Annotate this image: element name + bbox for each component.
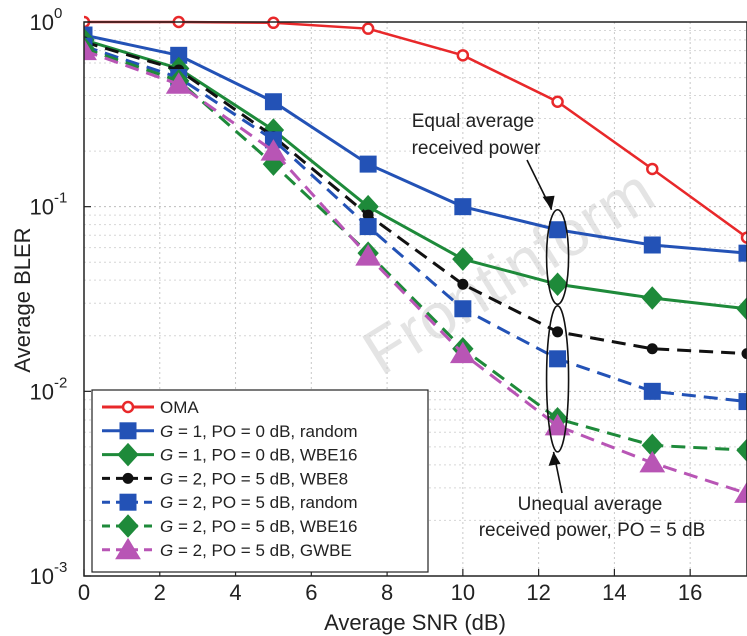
data-point	[84, 38, 97, 61]
data-point	[643, 236, 661, 254]
data-point	[361, 22, 375, 35]
data-point	[359, 155, 377, 173]
series-line	[84, 38, 747, 311]
ellipse-equal	[545, 208, 570, 306]
data-point	[355, 244, 382, 266]
y-tick-exponent: 0	[54, 5, 62, 22]
legend-label: G = 2, PO = 5 dB, WBE16	[160, 517, 358, 536]
legend-item-2: G = 1, PO = 0 dB, random	[102, 422, 358, 441]
plot-frame	[83, 21, 747, 577]
data-point	[359, 218, 377, 236]
data-point	[549, 221, 567, 239]
data-point	[741, 348, 747, 360]
legend-label: G = 2, PO = 5 dB, WBE8	[160, 469, 348, 488]
data-point	[639, 450, 666, 473]
x-tick-label: 6	[305, 580, 317, 605]
data-point	[552, 326, 564, 338]
legend-label: G = 2, PO = 5 dB, random	[160, 493, 358, 512]
data-point	[738, 393, 747, 411]
y-axis-label: Average BLER	[10, 227, 35, 372]
y-tick-label: 10	[30, 564, 54, 589]
series-line	[84, 33, 747, 255]
data-point	[544, 413, 571, 436]
series-7	[84, 38, 747, 503]
data-point	[734, 481, 747, 503]
annotation-equal-line1: Equal average	[412, 111, 535, 132]
legend-box	[91, 389, 429, 573]
legend-item-3: G = 1, PO = 0 dB, WBE16	[102, 442, 358, 467]
x-tick-label: 10	[451, 580, 475, 605]
legend-label: G = 2, PO = 5 dB, GWBE	[160, 541, 352, 560]
data-point	[646, 162, 659, 176]
data-point	[740, 231, 747, 244]
legend-marker	[117, 442, 139, 467]
legend-label: G = 1, PO = 0 dB, random	[160, 422, 358, 441]
data-point	[456, 49, 470, 62]
annotation-unequal-line2: received power, PO = 5 dB	[479, 520, 706, 541]
legend-label: OMA	[160, 398, 199, 417]
legend-marker	[117, 514, 139, 538]
data-point	[264, 93, 282, 111]
legend-marker	[121, 400, 135, 414]
x-tick-label: 14	[602, 580, 626, 605]
legend-item-4: G = 2, PO = 5 dB, WBE8	[102, 469, 348, 488]
y-tick-label: 10	[30, 195, 54, 220]
y-tick-exponent: -3	[54, 559, 67, 576]
y-tick-exponent: -2	[54, 374, 67, 391]
data-point	[643, 382, 661, 400]
data-point	[549, 350, 567, 368]
data-point	[551, 95, 564, 108]
y-tick-label: 10	[30, 10, 54, 35]
x-tick-label: 12	[526, 580, 550, 605]
y-tick-exponent: -1	[54, 190, 67, 207]
annotation-equal-line2: received power	[412, 138, 542, 159]
arrow-unequal-head	[548, 451, 561, 466]
legend: OMA G = 1, PO = 0 dB, random G = 1, PO = 0…	[91, 389, 429, 573]
x-tick-label: 8	[381, 580, 393, 605]
data-point	[452, 247, 474, 271]
x-tick-label: 2	[154, 580, 166, 605]
series-line	[84, 40, 747, 356]
data-point	[454, 198, 472, 216]
data-point	[267, 16, 280, 30]
data-point	[641, 286, 663, 310]
legend-item-1: OMA	[102, 398, 199, 417]
legend-item-5: G = 2, PO = 5 dB, random	[102, 493, 358, 512]
data-point	[546, 272, 569, 297]
arrow-equal-head	[542, 195, 555, 210]
ellipse-unequal	[545, 305, 570, 453]
annotation-unequal-line1: Unequal average	[518, 494, 663, 515]
data-point	[449, 341, 476, 364]
x-axis-label: Average SNR (dB)	[324, 610, 506, 635]
data-point	[736, 438, 747, 462]
legend-item-6: G = 2, PO = 5 dB, WBE16	[102, 514, 358, 538]
series-2	[84, 26, 747, 262]
data-point	[646, 343, 658, 355]
x-tick-label: 4	[229, 580, 241, 605]
x-tick-label: 0	[78, 580, 90, 605]
legend-label: G = 1, PO = 0 dB, WBE16	[160, 446, 358, 465]
legend-marker	[119, 493, 137, 511]
series-line	[84, 49, 747, 495]
legend-item-7: G = 2, PO = 5 dB, GWBE	[102, 537, 352, 560]
data-point	[457, 278, 469, 290]
data-point	[454, 300, 472, 318]
data-point	[736, 297, 747, 321]
series-line	[84, 44, 747, 404]
annotations-layer: Equal average received power Unequal avera…	[412, 111, 706, 541]
x-tick-label: 16	[678, 580, 702, 605]
data-point	[738, 244, 747, 262]
y-tick-label: 10	[30, 379, 54, 404]
legend-marker	[122, 472, 134, 484]
data-point	[260, 139, 287, 161]
data-point	[165, 72, 192, 94]
legend-marker	[115, 537, 141, 560]
legend-marker	[119, 422, 137, 440]
